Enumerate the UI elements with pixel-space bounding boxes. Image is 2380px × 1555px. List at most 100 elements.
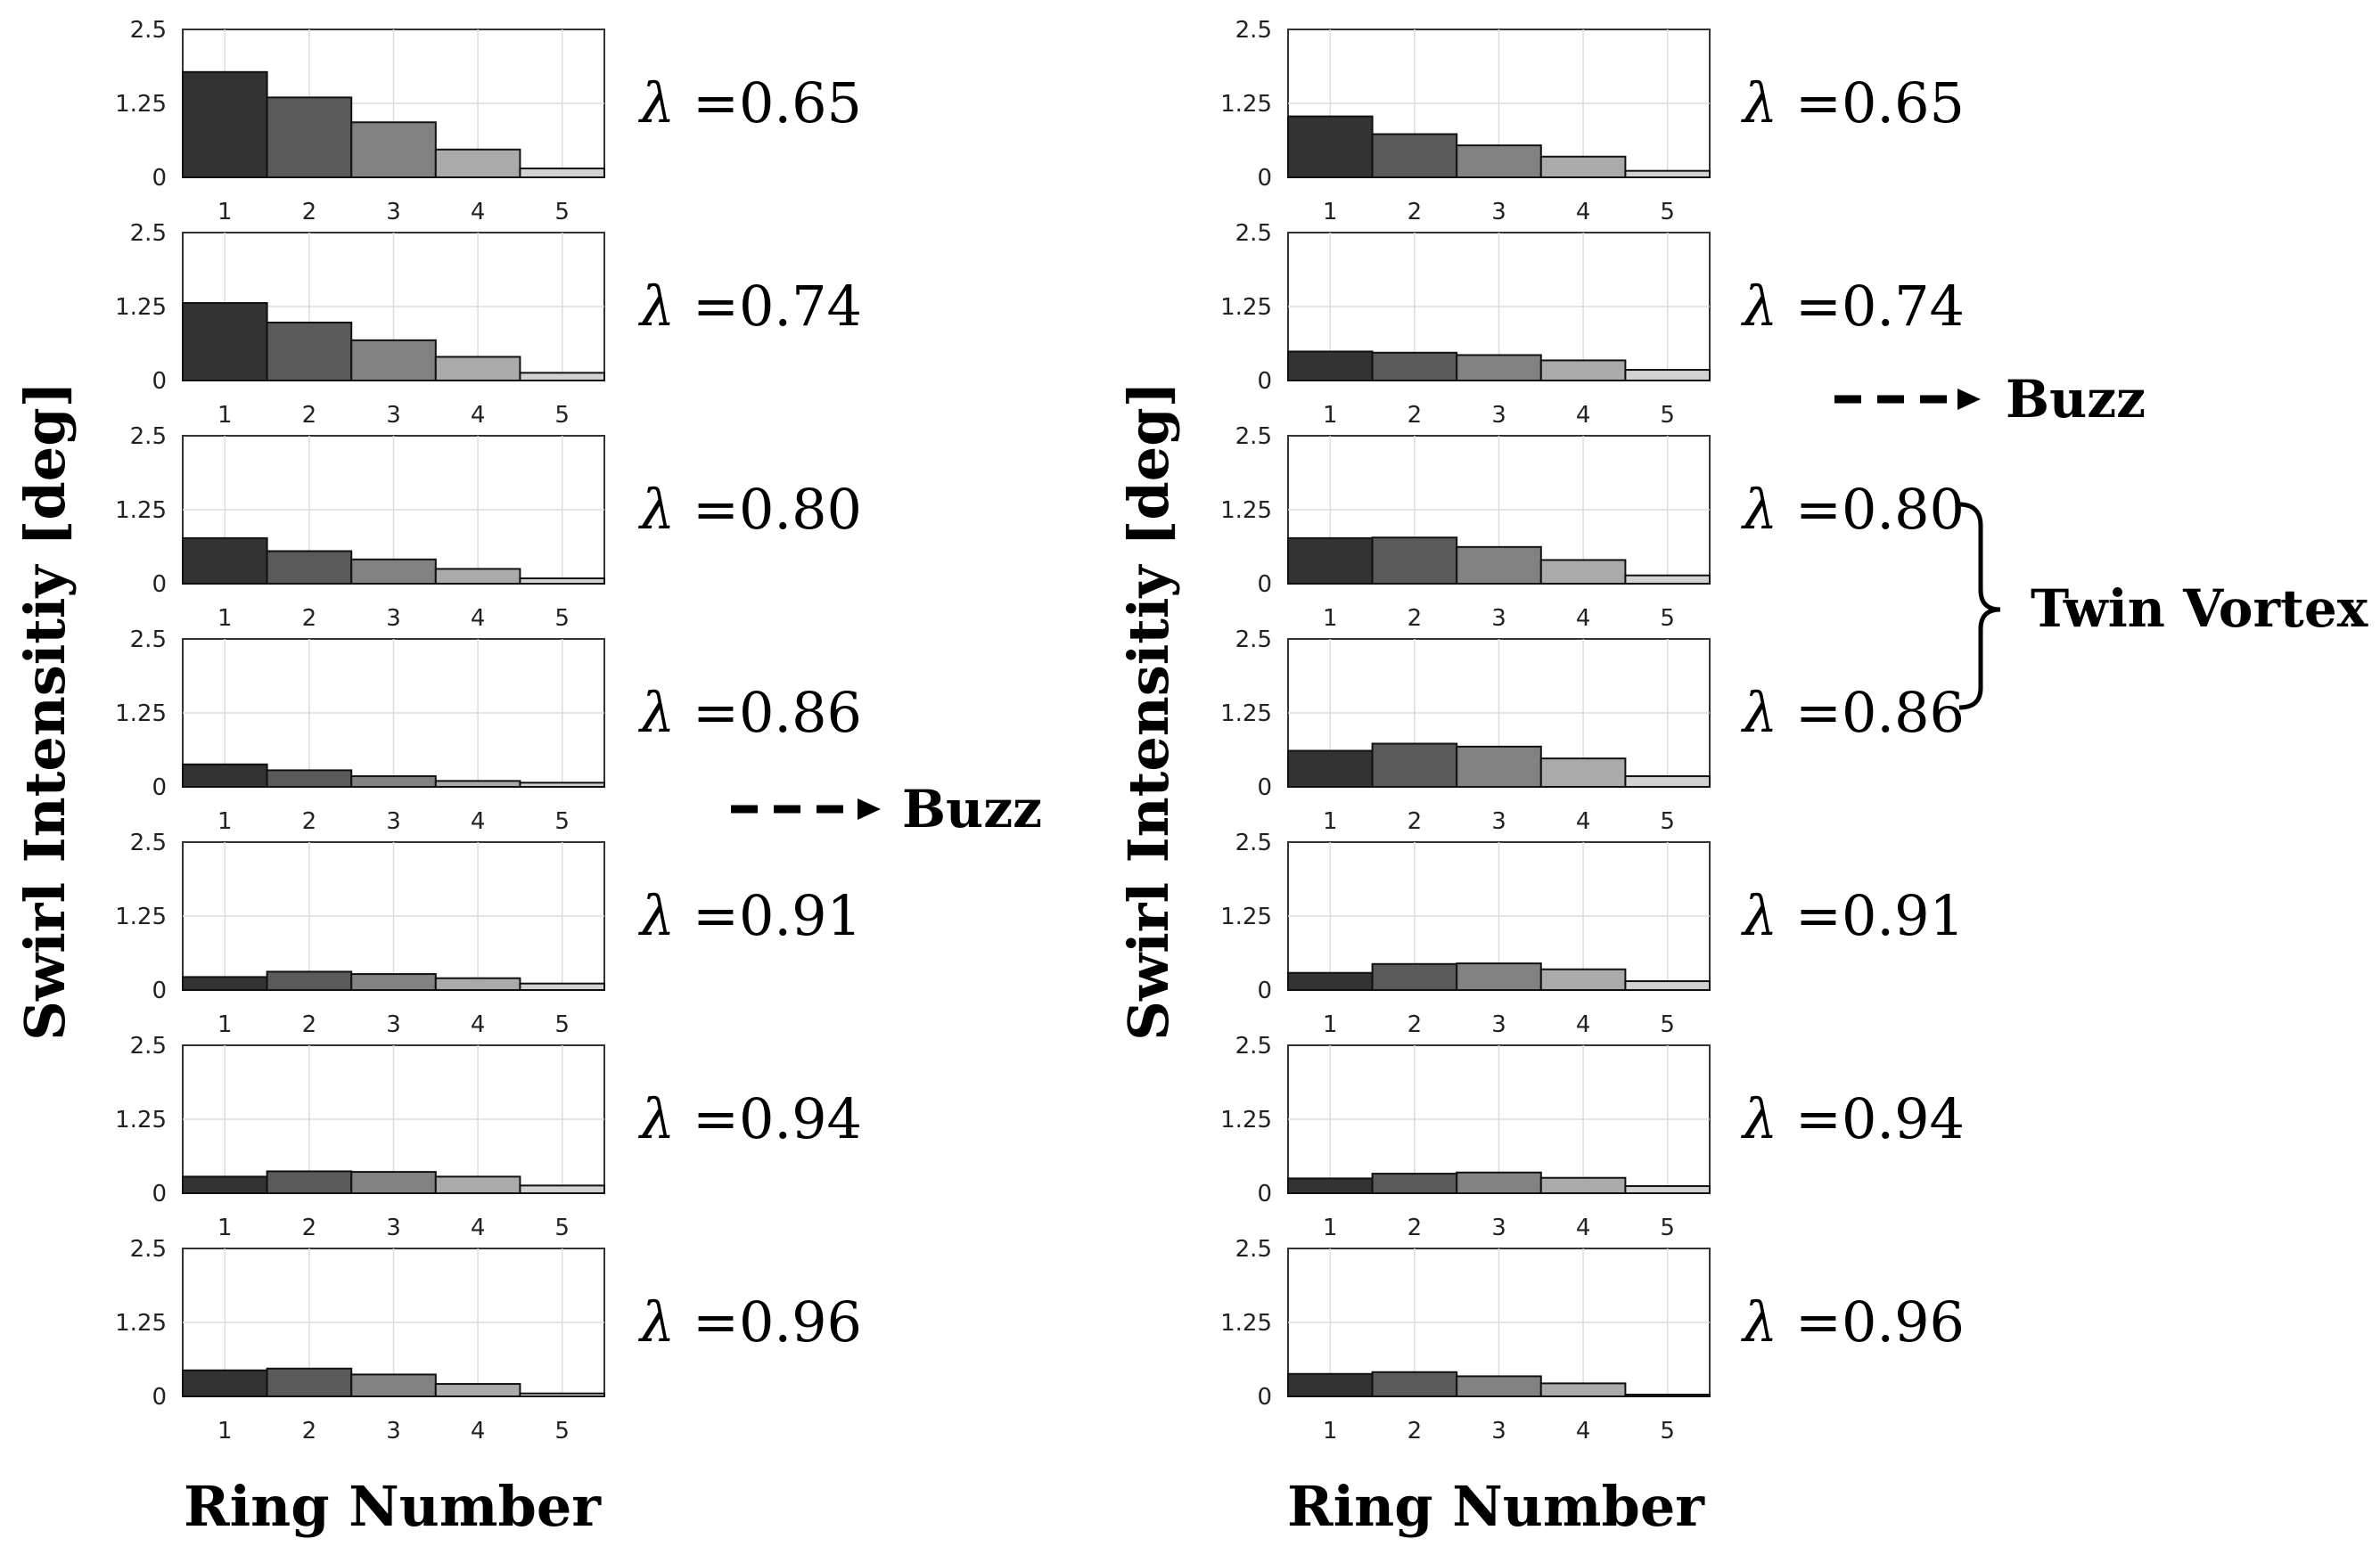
y-tick-label: 0 [152, 1181, 167, 1207]
y-tick-label: 1.25 [115, 497, 167, 524]
x-tick-label: 2 [1407, 402, 1423, 429]
bar-ring-3 [1456, 1375, 1542, 1397]
bar-ring-3 [350, 1373, 437, 1398]
x-tick-label: 1 [217, 1011, 233, 1038]
bar-ring-5 [519, 1184, 606, 1195]
x-tick-label: 4 [471, 402, 486, 429]
bar-ring-2 [266, 1170, 353, 1195]
bar-ring-4 [1539, 155, 1627, 178]
lambda-label: λ =0.91 [1740, 883, 1965, 948]
x-tick-label: 1 [1323, 402, 1338, 429]
x-tick-label: 5 [554, 605, 570, 632]
y-tick-label: 0 [152, 165, 167, 192]
buzz-annotation-right: Buzz [1834, 369, 2146, 430]
x-tick-label: 5 [1660, 605, 1675, 632]
bar-ring-2 [266, 1367, 353, 1397]
lambda-label: λ =0.65 [1740, 70, 1965, 135]
x-tick-label: 1 [1323, 605, 1338, 632]
x-tick-label: 5 [1660, 199, 1675, 225]
bar-ring-2 [266, 769, 353, 789]
x-tick-label: 4 [1576, 199, 1591, 225]
bar-ring-5 [519, 577, 606, 585]
bar-ring-4 [1539, 559, 1627, 585]
bar-ring-5 [1624, 775, 1711, 788]
x-tick-label: 5 [554, 1215, 570, 1241]
x-tick-label: 1 [1323, 1215, 1338, 1241]
buzz-arrowhead-right [1957, 389, 1981, 410]
panel-right-4: 0 1.25 2.5 1 2 3 4 5 λ =0.86 [1220, 626, 1965, 835]
y-tick-label: 1.25 [1220, 904, 1272, 930]
bar-ring-5 [1624, 980, 1711, 992]
x-axis-title-left: Ring Number [184, 1474, 602, 1539]
x-tick-label: 2 [302, 808, 317, 835]
x-tick-label: 4 [1576, 808, 1591, 835]
bar-ring-2 [266, 96, 353, 178]
bar-ring-5 [1624, 1185, 1711, 1194]
y-tick-label: 0 [152, 978, 167, 1004]
y-tick-label: 2.5 [1235, 626, 1272, 653]
x-tick-label: 5 [554, 199, 570, 225]
bar-ring-5 [519, 168, 606, 178]
x-tick-label: 1 [1323, 1011, 1338, 1038]
panel-left-3: 0 1.25 2.5 1 2 3 4 5 λ =0.80 [115, 423, 862, 632]
y-tick-label: 2.5 [130, 626, 167, 653]
panel-left-7: 0 1.25 2.5 1 2 3 4 5 λ =0.96 [115, 1236, 862, 1445]
panel-left-2: 0 1.25 2.5 1 2 3 4 5 λ =0.74 [115, 220, 862, 429]
panel-right-3: 0 1.25 2.5 1 2 3 4 5 λ =0.80 [1220, 423, 1965, 632]
y-tick-label: 0 [152, 368, 167, 395]
x-tick-label: 3 [1491, 605, 1506, 632]
lambda-label: λ =0.74 [1740, 274, 1965, 339]
lambda-label: λ =0.74 [637, 274, 862, 339]
y-tick-label: 2.5 [130, 830, 167, 856]
bar-ring-3 [1456, 545, 1542, 585]
x-tick-label: 4 [1576, 1011, 1591, 1038]
bar-ring-3 [350, 775, 437, 788]
bar-ring-2 [1371, 536, 1458, 585]
x-tick-label: 1 [217, 1215, 233, 1241]
x-tick-label: 4 [471, 808, 486, 835]
bar-ring-5 [519, 1392, 606, 1398]
x-tick-label: 3 [386, 1215, 401, 1241]
x-tick-label: 2 [302, 1418, 317, 1445]
bar-ring-4 [434, 1175, 521, 1194]
bar-ring-2 [266, 550, 353, 585]
twin-vortex-bracket [1958, 502, 2001, 710]
lambda-label: λ =0.96 [637, 1289, 862, 1354]
bar-ring-3 [350, 339, 437, 381]
bar-ring-2 [1371, 1173, 1458, 1195]
y-tick-label: 0 [1257, 978, 1272, 1004]
x-tick-label: 3 [1491, 199, 1506, 225]
lambda-label: λ =0.80 [637, 477, 862, 542]
x-tick-label: 2 [1407, 808, 1423, 835]
bar-ring-3 [1456, 1171, 1542, 1195]
lambda-label: λ =0.94 [1740, 1086, 1965, 1151]
x-tick-label: 5 [554, 808, 570, 835]
y-tick-label: 1.25 [1220, 497, 1272, 524]
x-tick-label: 4 [1576, 605, 1591, 632]
lambda-label: λ =0.94 [637, 1086, 862, 1151]
panel-left-4: 0 1.25 2.5 1 2 3 4 5 λ =0.86 [115, 626, 862, 835]
x-tick-label: 3 [1491, 808, 1506, 835]
bar-ring-1 [1287, 115, 1374, 178]
buzz-label-right: Buzz [2006, 369, 2146, 430]
bar-ring-2 [266, 321, 353, 382]
x-tick-label: 2 [302, 402, 317, 429]
y-tick-label: 0 [1257, 1181, 1272, 1207]
bar-ring-1 [1287, 971, 1374, 992]
y-tick-label: 0 [152, 571, 167, 598]
bar-ring-4 [434, 977, 521, 991]
y-tick-label: 1.25 [1220, 1310, 1272, 1337]
bar-ring-4 [1539, 968, 1627, 992]
y-tick-label: 1.25 [1220, 700, 1272, 727]
panel-left-5: 0 1.25 2.5 1 2 3 4 5 λ =0.91 [115, 830, 862, 1038]
y-tick-label: 2.5 [130, 1236, 167, 1263]
y-tick-label: 2.5 [1235, 220, 1272, 247]
y-tick-label: 1.25 [115, 91, 167, 118]
chart-left: 0 1.25 2.5 1 2 3 4 5 λ =0.65 0 1.25 2.5 1 2 3 4 5 λ =0.74… [115, 17, 862, 1445]
bar-ring-5 [1624, 169, 1711, 178]
x-tick-label: 4 [471, 1215, 486, 1241]
x-tick-label: 4 [1576, 402, 1591, 429]
bar-ring-1 [182, 976, 268, 991]
bar-ring-1 [182, 1369, 268, 1398]
y-axis-title-right: Swirl Intensitiy [deg] [1116, 381, 1181, 1041]
